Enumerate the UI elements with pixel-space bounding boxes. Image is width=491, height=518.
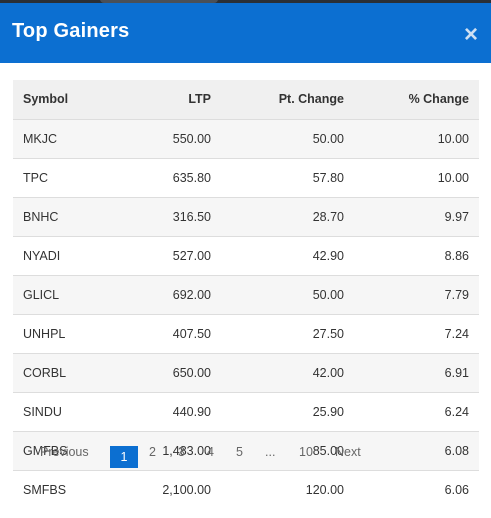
table-header-row: Symbol LTP Pt. Change % Change — [13, 80, 479, 119]
cell-symbol: SINDU — [23, 404, 62, 419]
cell-ltp: 1,483.00 — [162, 443, 211, 458]
pagination-ellipsis: ... — [265, 445, 276, 459]
cell-symbol: NYADI — [23, 248, 61, 263]
table-row: SINDU 440.90 25.90 6.24 — [13, 392, 479, 431]
cell-symbol: MKJC — [23, 131, 58, 146]
table-row: GMFBS 1,483.00 85.00 6.08 — [13, 431, 479, 470]
pagination-page-1[interactable]: 1 — [110, 446, 138, 468]
table-row: NYADI 527.00 42.90 8.86 — [13, 236, 479, 275]
cell-pt-change: 120.00 — [305, 482, 344, 497]
pagination-page-4[interactable]: 4 — [207, 445, 214, 459]
column-header-symbol[interactable]: Symbol — [23, 92, 69, 107]
cell-ltp: 692.00 — [172, 287, 211, 302]
table-row: CORBL 650.00 42.00 6.91 — [13, 353, 479, 392]
table-row: TPC 635.80 57.80 10.00 — [13, 158, 479, 197]
pagination-page-2[interactable]: 2 — [149, 445, 156, 459]
cell-pt-change: 42.90 — [312, 248, 344, 263]
table-row: UNHPL 407.50 27.50 7.24 — [13, 314, 479, 353]
column-header-pct-change[interactable]: % Change — [408, 92, 469, 107]
cell-pct-change: 6.08 — [444, 443, 469, 458]
modal-body: Symbol LTP Pt. Change % Change MKJC 550.… — [0, 63, 491, 518]
table-row: GLICL 692.00 50.00 7.79 — [13, 275, 479, 314]
cell-pt-change: 28.70 — [312, 209, 344, 224]
cell-pct-change: 6.91 — [444, 365, 469, 380]
cell-pct-change: 8.86 — [444, 248, 469, 263]
close-icon[interactable]: × — [463, 21, 478, 48]
table-row: MKJC 550.00 50.00 10.00 — [13, 119, 479, 158]
cell-pct-change: 6.24 — [444, 404, 469, 419]
cell-pct-change: 10.00 — [437, 131, 469, 146]
modal-title: Top Gainers — [12, 20, 130, 42]
cell-ltp: 316.50 — [172, 209, 211, 224]
table-row: BNHC 316.50 28.70 9.97 — [13, 197, 479, 236]
cell-symbol: BNHC — [23, 209, 59, 224]
cell-pt-change: 85.00 — [312, 443, 344, 458]
cell-pt-change: 27.50 — [312, 326, 344, 341]
cell-ltp: 550.00 — [172, 131, 211, 146]
cell-pt-change: 42.00 — [312, 365, 344, 380]
pagination-page-10[interactable]: 10 — [299, 445, 313, 459]
cell-pt-change: 57.80 — [312, 170, 344, 185]
cell-ltp: 527.00 — [172, 248, 211, 263]
background-button — [100, 0, 218, 3]
cell-symbol: CORBL — [23, 365, 67, 380]
top-gainers-table: Symbol LTP Pt. Change % Change MKJC 550.… — [13, 80, 479, 509]
cell-pct-change: 10.00 — [437, 170, 469, 185]
cell-pt-change: 50.00 — [312, 287, 344, 302]
pagination-page-5[interactable]: 5 — [236, 445, 243, 459]
pagination-previous[interactable]: Previous — [40, 445, 89, 459]
cell-ltp: 2,100.00 — [162, 482, 211, 497]
cell-pct-change: 9.97 — [444, 209, 469, 224]
cell-ltp: 407.50 — [172, 326, 211, 341]
column-header-pt-change[interactable]: Pt. Change — [278, 92, 344, 107]
cell-symbol: SMFBS — [23, 482, 67, 497]
modal-header: Top Gainers × — [0, 3, 491, 63]
cell-pct-change: 7.24 — [444, 326, 469, 341]
cell-pct-change: 6.06 — [444, 482, 469, 497]
cell-ltp: 650.00 — [172, 365, 211, 380]
cell-symbol: UNHPL — [23, 326, 66, 341]
cell-pct-change: 7.79 — [444, 287, 469, 302]
cell-ltp: 440.90 — [172, 404, 211, 419]
cell-symbol: TPC — [23, 170, 48, 185]
cell-ltp: 635.80 — [172, 170, 211, 185]
cell-symbol: GMFBS — [23, 443, 68, 458]
cell-pt-change: 25.90 — [312, 404, 344, 419]
table-row: SMFBS 2,100.00 120.00 6.06 — [13, 470, 479, 509]
column-header-ltp[interactable]: LTP — [188, 92, 211, 107]
pagination-next[interactable]: Next — [335, 445, 361, 459]
pagination-page-3[interactable]: 3 — [178, 445, 185, 459]
cell-pt-change: 50.00 — [312, 131, 344, 146]
cell-symbol: GLICL — [23, 287, 60, 302]
